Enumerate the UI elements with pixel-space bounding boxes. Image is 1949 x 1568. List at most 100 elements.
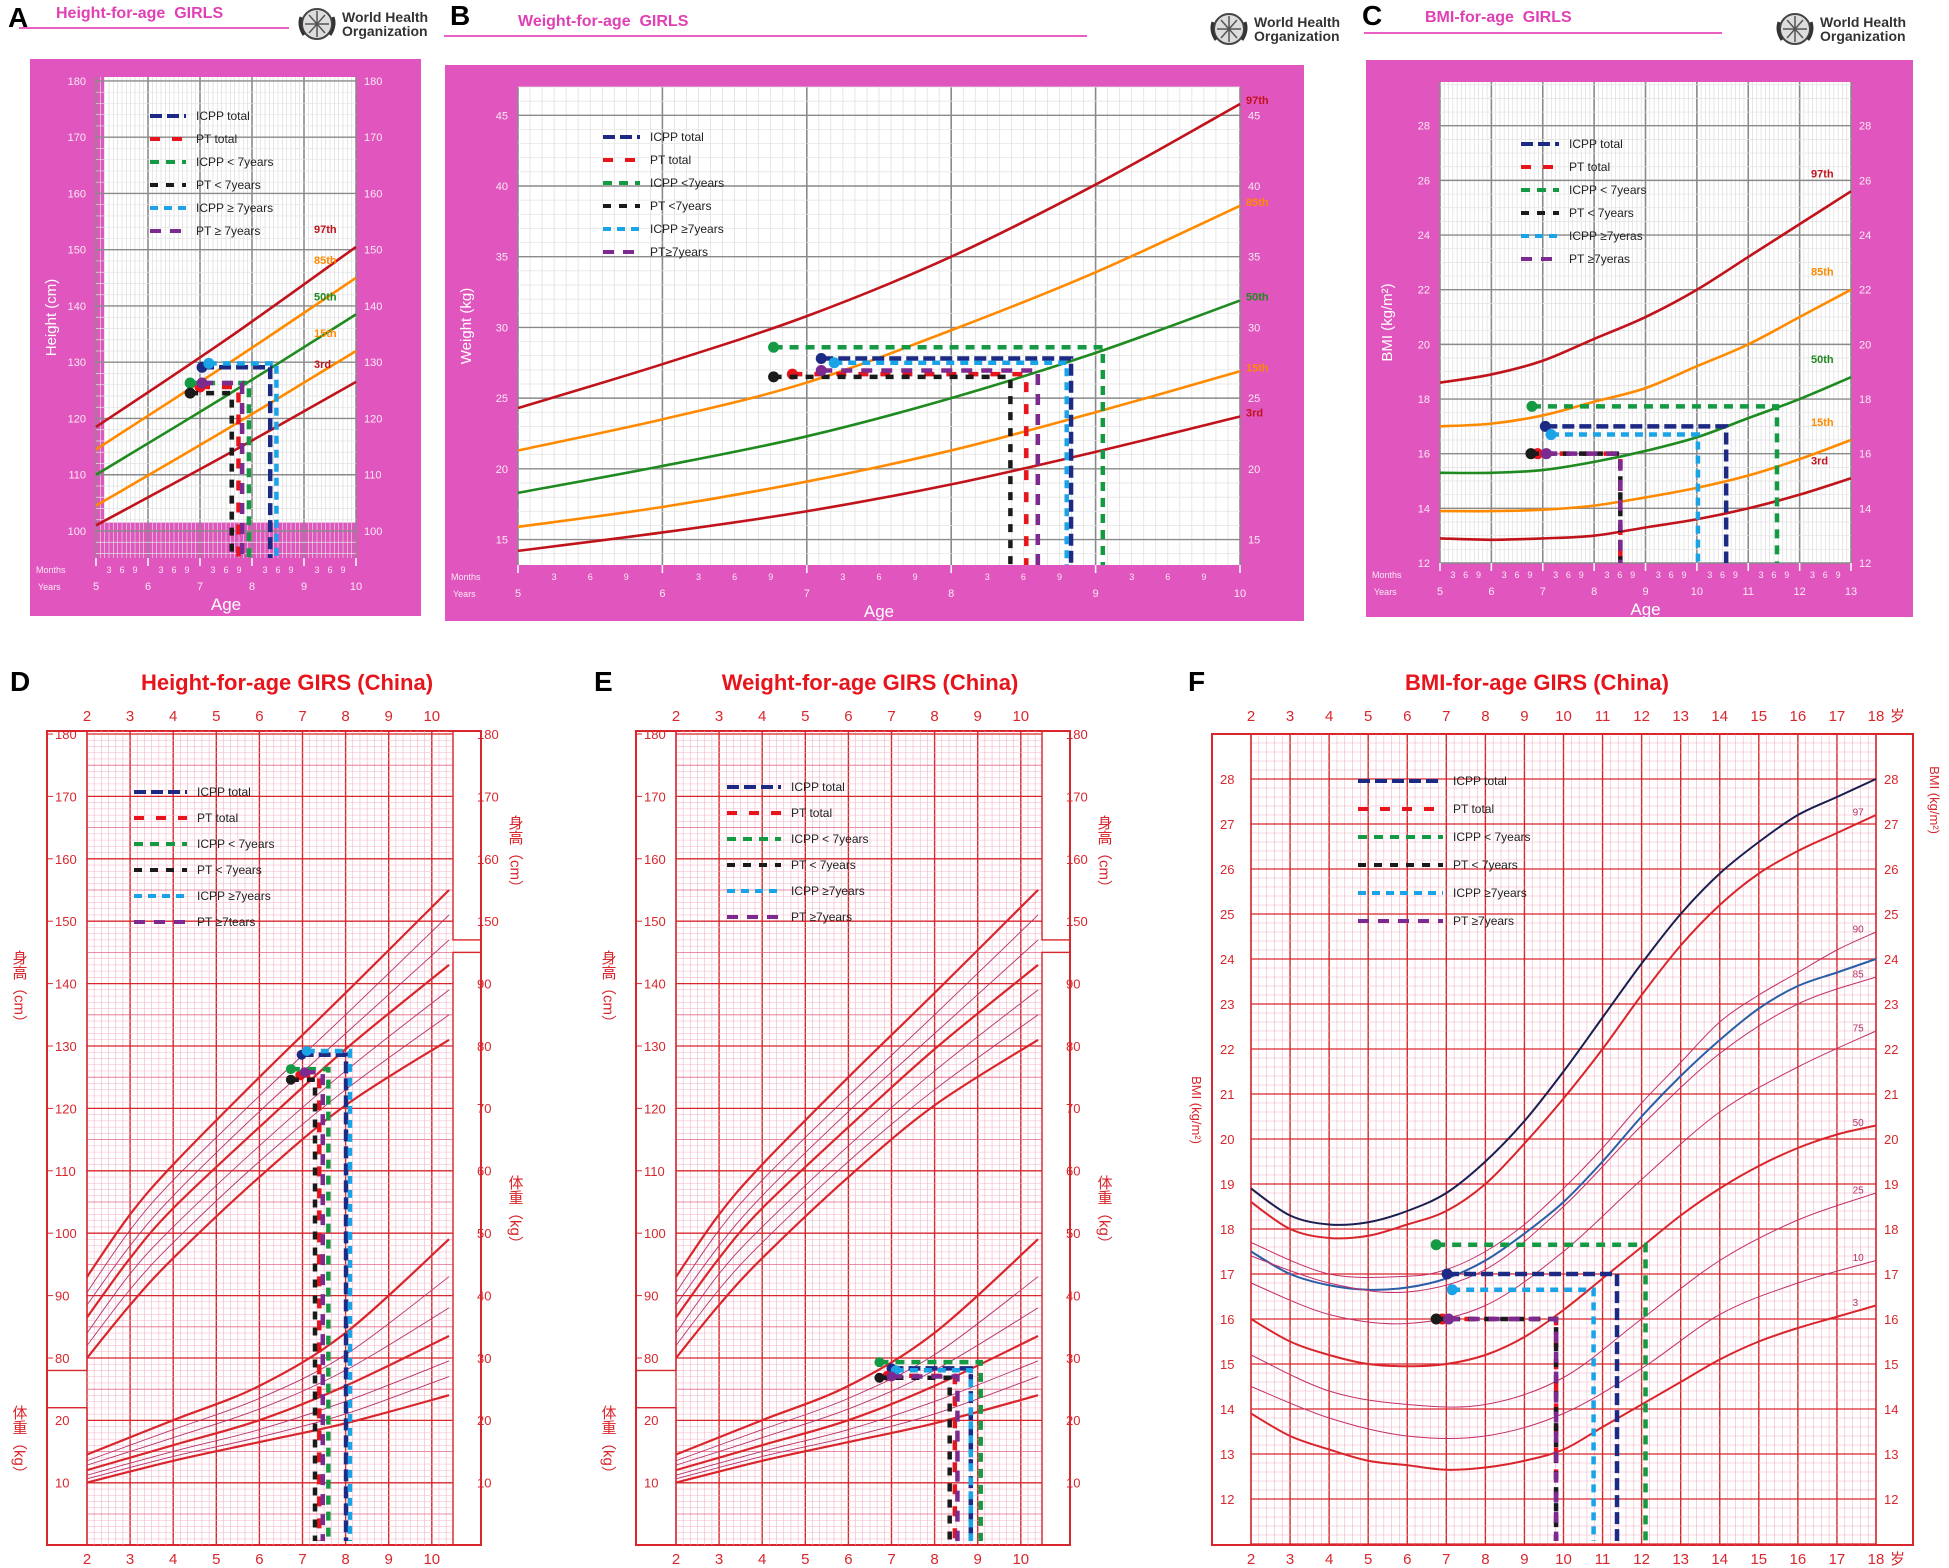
series-path bbox=[1448, 1316, 1559, 1541]
y-tick-left: 12 bbox=[1220, 1492, 1234, 1507]
years-row-label: Years bbox=[453, 589, 476, 599]
y-tick-left: 20 bbox=[496, 464, 508, 476]
x-tick-label-year: 7 bbox=[197, 581, 203, 593]
x-tick-label-month: 6 bbox=[1720, 570, 1725, 580]
y-tick-left: 24 bbox=[1418, 230, 1430, 242]
series-path bbox=[1550, 432, 1701, 563]
x-tick-top: 4 bbox=[169, 708, 177, 725]
y-axis-title-right: BMI (kg/m²) bbox=[1927, 766, 1942, 834]
y-tick-right: 35 bbox=[1248, 252, 1260, 264]
y-tick-right: 24 bbox=[1859, 230, 1871, 242]
x-tick-label-month: 9 bbox=[1733, 570, 1738, 580]
weight-percentile-curve bbox=[86, 1360, 450, 1476]
legend-item: PT < 7years bbox=[196, 178, 261, 192]
x-tick-top: 15 bbox=[1750, 708, 1767, 725]
y-tick-left-height: 180 bbox=[55, 727, 77, 742]
y-tick-left-height: 170 bbox=[55, 789, 77, 804]
series-icpp-ge7 bbox=[301, 1045, 353, 1541]
y-tick-left: 22 bbox=[1418, 285, 1430, 297]
y-tick-left: 14 bbox=[1220, 1402, 1234, 1417]
x-tick-bottom: 4 bbox=[169, 1551, 177, 1568]
grid bbox=[95, 77, 357, 558]
x-tick-label-month: 3 bbox=[1707, 570, 1712, 580]
x-tick-label-month: 6 bbox=[275, 565, 280, 575]
x-tick-label-month: 6 bbox=[327, 565, 332, 575]
x-tick-label-month: 9 bbox=[1579, 570, 1584, 580]
y-tick-left-height: 90 bbox=[644, 1289, 658, 1304]
legend-item: ICPP ≥7years bbox=[791, 884, 865, 898]
bmi-curve bbox=[1250, 931, 1877, 1279]
y-tick-left: 22 bbox=[1220, 1042, 1234, 1057]
x-tick-label-month: 3 bbox=[1553, 570, 1558, 580]
x-tick-bottom: 4 bbox=[758, 1551, 766, 1568]
legend: ICPP total PT total ICPP < 7years PT < 7yea… bbox=[727, 780, 868, 924]
percentile-label: 15th bbox=[314, 328, 337, 340]
percentile-curve-3rd bbox=[517, 415, 1241, 553]
series-start-dot bbox=[815, 365, 827, 377]
x-tick-label-year: 9 bbox=[301, 581, 307, 593]
y-tick-right: 24 bbox=[1884, 952, 1898, 967]
percentile-label: 97th bbox=[1246, 95, 1269, 107]
y-tick-left: 170 bbox=[68, 132, 86, 144]
y-tick-left: 25 bbox=[496, 393, 508, 405]
height-percentile-curve bbox=[675, 989, 1039, 1334]
percentile-curve-15th bbox=[517, 370, 1241, 529]
x-tick-label-year: 5 bbox=[93, 581, 99, 593]
panel-a: 100 100 110 110 120 120 130 130 140 140 150 150 160 1… bbox=[30, 59, 421, 616]
x-tick-label-month: 3 bbox=[158, 565, 163, 575]
series-pt-ge7 bbox=[299, 1067, 326, 1541]
x-tick-bottom: 7 bbox=[298, 1551, 306, 1568]
who-logo-line1: World Health bbox=[1254, 14, 1341, 30]
panel-e: 80 90 100 110 120 130 140 150 160 170 180 10 20 150 16… bbox=[600, 708, 1113, 1568]
panel-d: 80 90 100 110 120 130 140 150 160 170 180 10 20 150 16… bbox=[11, 708, 524, 1568]
years-row-label: Years bbox=[38, 582, 61, 592]
percentile-label: 50th bbox=[314, 291, 337, 303]
weight-percentile-curve bbox=[675, 1394, 1039, 1484]
series-start-dot bbox=[1525, 448, 1537, 460]
percentile-curve-15th bbox=[95, 349, 357, 507]
y-tick-left-height: 140 bbox=[55, 977, 77, 992]
y-tick-right-weight: 50 bbox=[477, 1226, 491, 1241]
series-start-dot bbox=[874, 1372, 885, 1383]
y-axis-title-weight-right: 体重（kg） bbox=[507, 1175, 524, 1251]
x-tick-top: 7 bbox=[298, 708, 306, 725]
x-tick-label-year: 6 bbox=[659, 588, 665, 600]
x-tick-top: 11 bbox=[1595, 708, 1611, 725]
series-path bbox=[1452, 1287, 1596, 1541]
x-tick-label-year: 10 bbox=[1691, 586, 1703, 598]
x-tick-top: 12 bbox=[1633, 708, 1650, 725]
y-axis-title-weight-right: 体重（kg） bbox=[1096, 1175, 1113, 1251]
chart-frame bbox=[635, 730, 1071, 1546]
y-tick-right-weight: 50 bbox=[1066, 1226, 1080, 1241]
series-path bbox=[895, 1368, 974, 1541]
y-tick-right-weight: 80 bbox=[1066, 1039, 1080, 1054]
x-tick-label-month: 3 bbox=[985, 572, 990, 582]
y-axis-title-weight-left: 体重（kg） bbox=[11, 1405, 28, 1481]
weight-percentile-curve bbox=[86, 1307, 450, 1466]
bmi-curve bbox=[1250, 1030, 1877, 1325]
y-tick-left: 21 bbox=[1220, 1087, 1234, 1102]
percentile-label: 3rd bbox=[1811, 455, 1828, 467]
legend-item: PT < 7years bbox=[791, 858, 856, 872]
y-axis-title: Height (cm) bbox=[43, 279, 60, 357]
x-tick-top: 10 bbox=[1555, 708, 1572, 725]
x-axis-title: Age bbox=[211, 595, 241, 614]
y-tick-left-height: 140 bbox=[644, 977, 666, 992]
who-emblem-icon bbox=[1776, 13, 1814, 45]
x-tick-top: 2 bbox=[83, 708, 91, 725]
x-tick-top: 3 bbox=[126, 708, 134, 725]
x-tick-label-month: 6 bbox=[1165, 572, 1170, 582]
height-percentile-curve bbox=[675, 939, 1039, 1306]
legend-item: PT < 7years bbox=[197, 863, 262, 877]
panel-b-title-rule bbox=[444, 35, 1087, 37]
y-tick-right: 13 bbox=[1884, 1447, 1898, 1462]
x-tick-label-month: 9 bbox=[1784, 570, 1789, 580]
x-tick-bottom: 3 bbox=[126, 1551, 134, 1568]
panel-a-title-rule bbox=[19, 27, 289, 29]
percentile-label: 3rd bbox=[1246, 408, 1263, 420]
series-path bbox=[891, 1374, 960, 1541]
series-path bbox=[301, 1052, 349, 1541]
x-tick-bottom: 12 bbox=[1633, 1551, 1650, 1568]
series-icpp-total bbox=[1441, 1268, 1620, 1541]
